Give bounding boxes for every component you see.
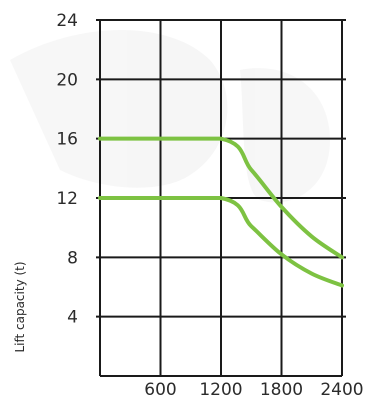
y-tick-label: 8	[67, 248, 78, 268]
series-line-lower	[98, 195, 344, 288]
x-tick-label: 1800	[260, 380, 303, 399]
y-tick-label: 16	[56, 130, 78, 150]
y-tick-label: 12	[56, 189, 78, 209]
x-tick-label: 1200	[199, 380, 242, 399]
chart-series	[98, 136, 344, 288]
x-tick-label: 2400	[320, 380, 363, 399]
x-tick-label: 600	[144, 380, 176, 399]
chart-ticks: 4 8 12 16 20 24 600 1200 1800 2400	[56, 11, 363, 399]
background-watermark	[10, 30, 330, 203]
y-axis-label: Lift capacity (t)	[13, 261, 27, 352]
series-line-upper	[98, 136, 344, 260]
y-tick-label: 20	[56, 70, 78, 90]
y-tick-label: 24	[56, 11, 78, 31]
y-tick-label: 4	[67, 308, 78, 328]
